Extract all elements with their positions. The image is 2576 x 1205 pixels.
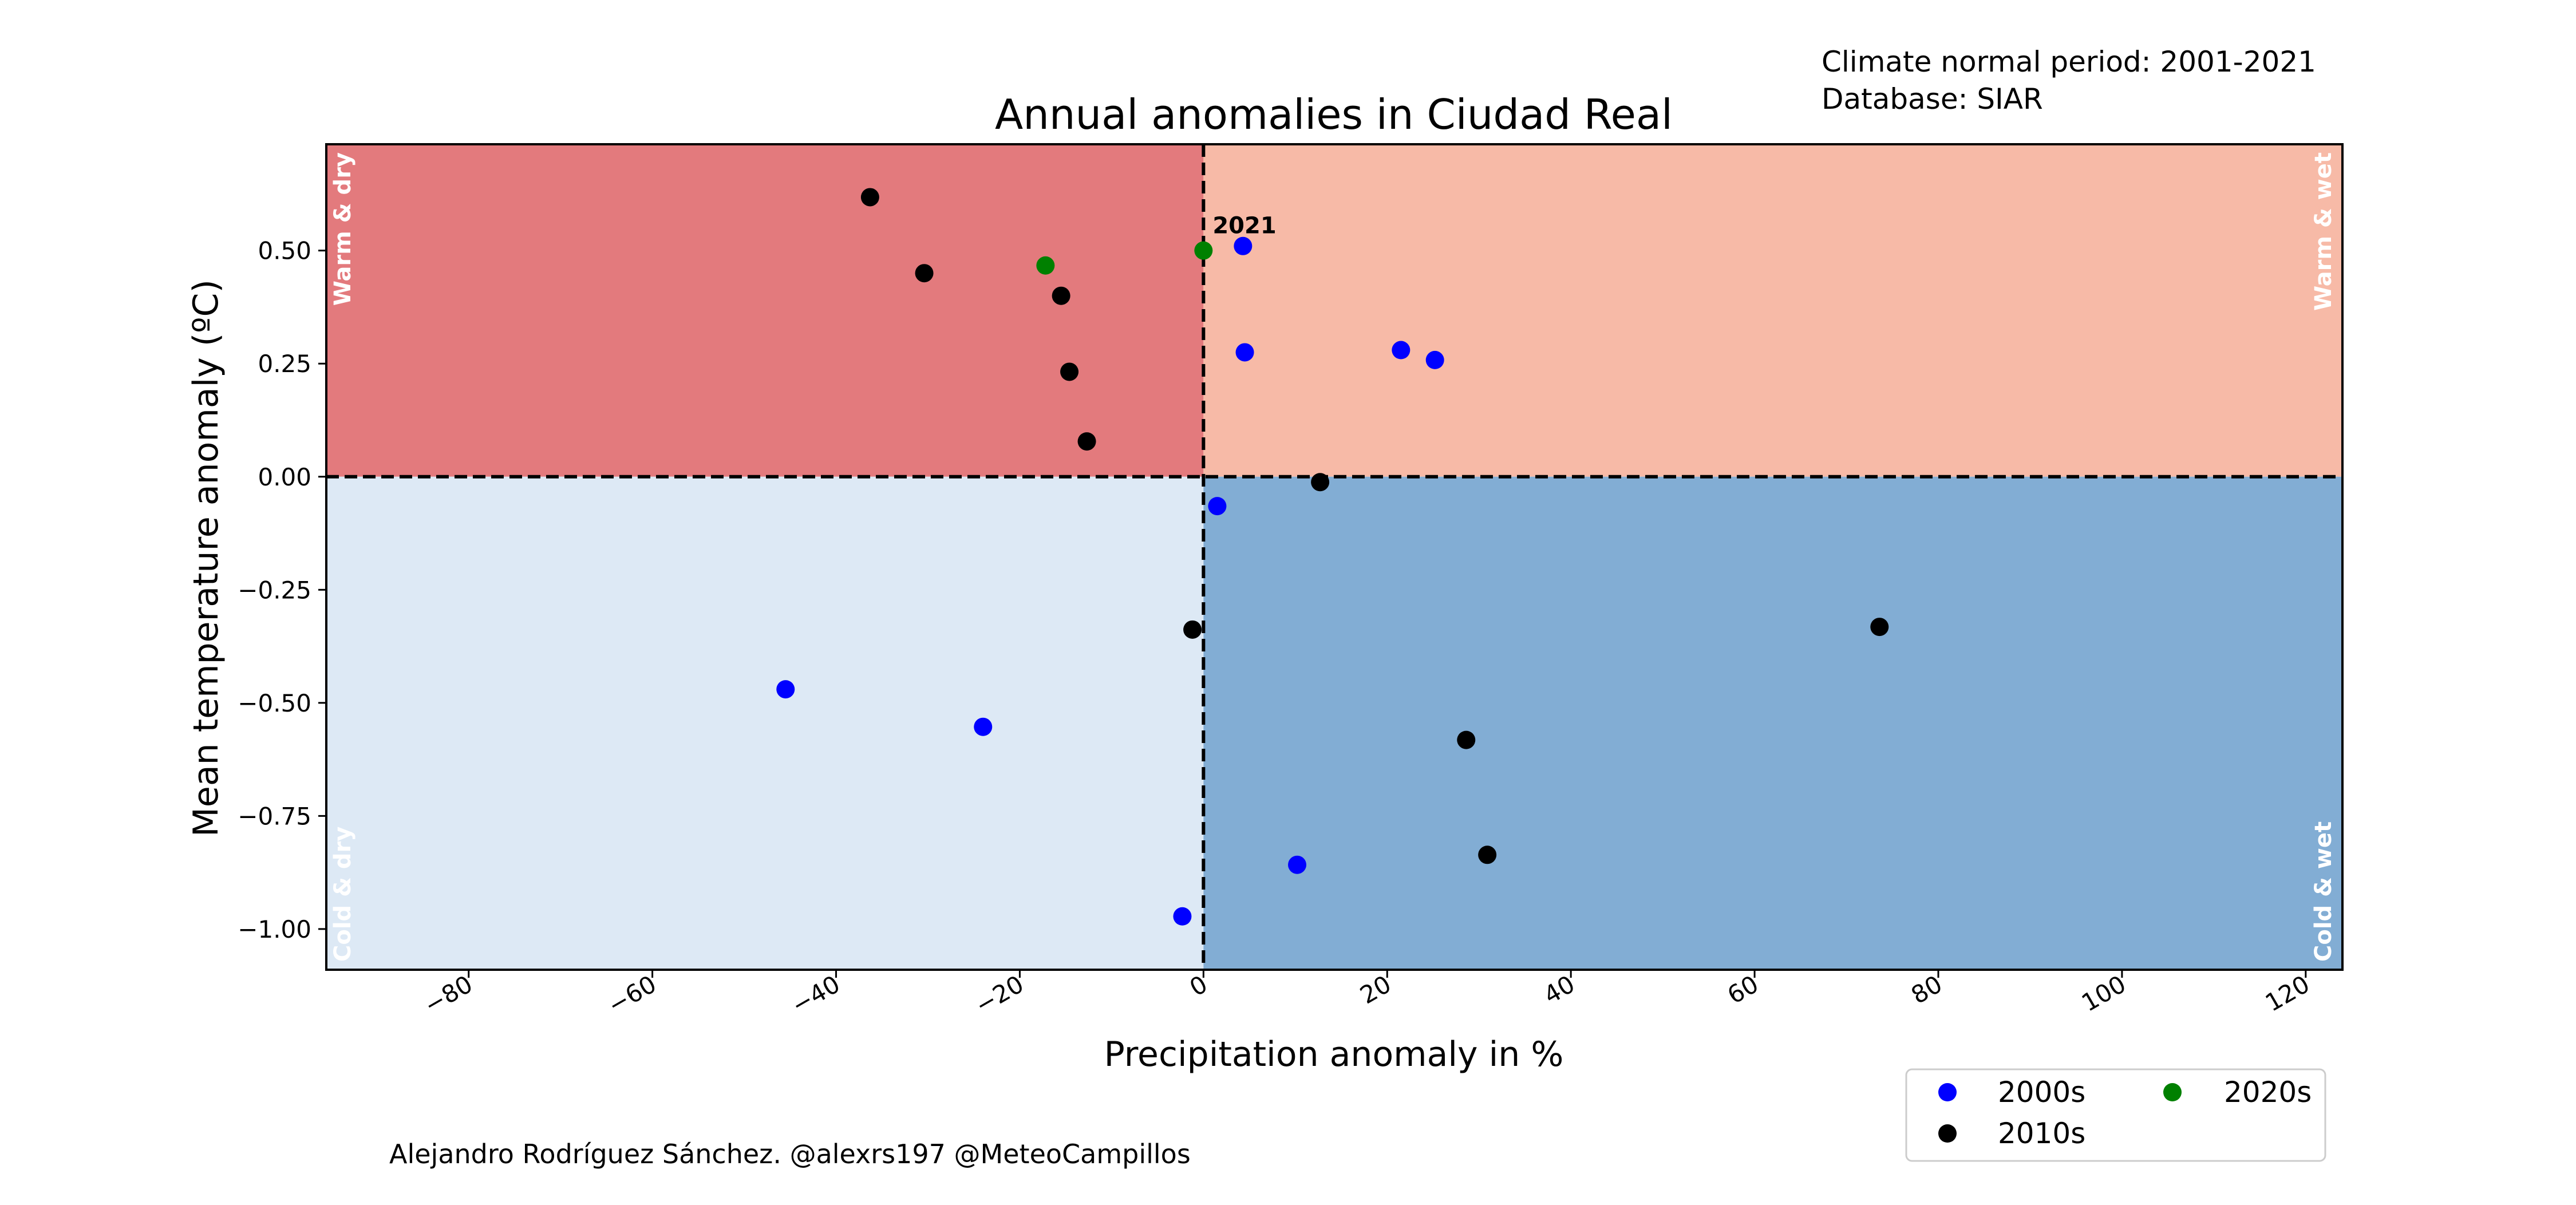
x-tick-label: 80 <box>1906 970 1947 1009</box>
quadrant-cold-wet <box>1203 476 2342 970</box>
y-tick-label: −1.00 <box>238 915 311 943</box>
data-point-2010s <box>915 264 934 283</box>
data-point-2000s <box>974 717 993 736</box>
quadrant-label-warm-wet: Warm & wet <box>2310 152 2337 311</box>
data-point-2010s <box>860 188 879 207</box>
y-axis-ticks: −1.00 −0.75 −0.50 −0.25 0.00 0.25 0.50 <box>238 237 326 943</box>
y-tick-label: −0.25 <box>238 576 311 604</box>
legend-label-2000s: 2000s <box>1998 1076 2085 1109</box>
x-axis-label: Precipitation anomaly in % <box>1104 1034 1564 1074</box>
data-point-2000s <box>1234 236 1253 255</box>
data-point-2000s <box>1235 343 1254 362</box>
quadrant-label-warm-dry: Warm & dry <box>330 152 356 306</box>
data-point-2000s <box>1208 497 1227 516</box>
legend-label-2010s: 2010s <box>1998 1117 2085 1150</box>
legend-marker-2000s <box>1938 1083 1957 1101</box>
legend-marker-2020s <box>2163 1083 2182 1101</box>
y-tick-label: 0.50 <box>258 237 311 265</box>
quadrant-warm-dry <box>326 144 1204 477</box>
scatter-points <box>776 188 1889 926</box>
y-axis-label: Mean temperature anomaly (ºC) <box>186 279 226 837</box>
y-tick-label: 0.25 <box>258 350 311 378</box>
y-tick-label: −0.50 <box>238 689 311 717</box>
data-point-2000s <box>1288 855 1307 874</box>
chart-title: Annual anomalies in Ciudad Real <box>995 90 1673 139</box>
quadrant-cold-dry <box>326 476 1204 970</box>
legend: 2000s 2010s 2020s <box>1905 1068 2326 1162</box>
annotation-2021: 2021 <box>1212 213 1276 239</box>
credit-line: Alejandro Rodríguez Sánchez. @alexrs197 … <box>389 1139 1191 1170</box>
x-axis-ticks: −80 −60 −40 −20 0 20 40 60 80 100 120 <box>419 970 2314 1020</box>
plot-frame <box>325 143 2344 971</box>
data-point-2020s <box>1194 241 1213 260</box>
x-tick-label: 40 <box>1539 970 1579 1009</box>
data-point-2010s <box>1478 846 1497 864</box>
data-point-2000s <box>1425 350 1444 369</box>
data-point-2010s <box>1457 730 1476 749</box>
legend-label-2020s: 2020s <box>2224 1076 2312 1109</box>
x-tick-label: 60 <box>1722 970 1763 1009</box>
climate-normal-period: Climate normal period: 2001-2021 <box>1822 45 2316 78</box>
data-point-2010s <box>1311 473 1330 492</box>
legend-marker-2010s <box>1938 1124 1957 1143</box>
x-tick-label: 0 <box>1185 970 1212 1002</box>
data-point-2020s <box>1036 256 1055 275</box>
data-point-2010s <box>1060 362 1079 381</box>
legend-box <box>1905 1068 2326 1162</box>
quadrant-label-cold-wet: Cold & wet <box>2310 821 2337 962</box>
quadrant-warm-wet <box>1203 144 2342 477</box>
quadrant-label-cold-dry: Cold & dry <box>330 827 356 962</box>
data-point-2000s <box>776 680 795 699</box>
y-tick-label: −0.75 <box>238 802 311 830</box>
x-tick-label: 20 <box>1355 970 1396 1009</box>
data-point-2000s <box>1173 907 1192 926</box>
data-point-2010s <box>1052 286 1070 305</box>
database-label: Database: SIAR <box>1822 82 2043 116</box>
data-point-2010s <box>1870 618 1889 637</box>
y-tick-label: 0.00 <box>258 463 311 491</box>
data-point-2000s <box>1392 341 1411 359</box>
data-point-2010s <box>1183 620 1202 639</box>
data-point-2010s <box>1077 432 1096 451</box>
